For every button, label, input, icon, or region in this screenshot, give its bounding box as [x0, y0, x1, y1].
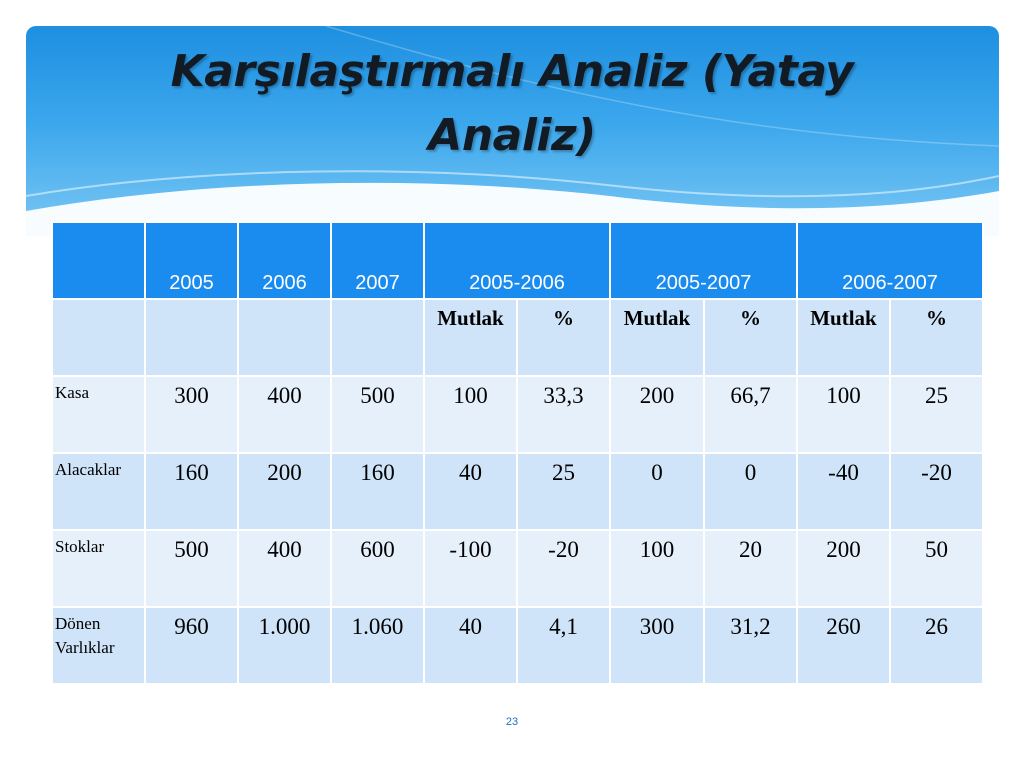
- cell-0506-percent: -20: [516, 529, 611, 608]
- subheader-empty: [237, 298, 332, 377]
- cell-2005: 300: [144, 375, 239, 454]
- cell-0607-percent: 25: [889, 375, 984, 454]
- cell-0607-mutlak: -40: [796, 452, 891, 531]
- cell-0507-mutlak: 300: [609, 606, 705, 685]
- header-2005: 2005: [144, 221, 239, 300]
- header-row: 2005 2006 2007 2005-2006 2005-2007 2006-…: [51, 221, 984, 300]
- cell-2006: 1.000: [237, 606, 332, 685]
- cell-2006: 200: [237, 452, 332, 531]
- subheader-percent: %: [516, 298, 611, 377]
- cell-0506-mutlak: 100: [423, 375, 518, 454]
- cell-0507-mutlak: 0: [609, 452, 705, 531]
- subheader-percent: %: [703, 298, 798, 377]
- cell-2005: 960: [144, 606, 239, 685]
- title-line-2: Analiz): [428, 110, 596, 161]
- cell-0607-mutlak: 200: [796, 529, 891, 608]
- cell-2007: 500: [330, 375, 425, 454]
- cell-0507-percent: 20: [703, 529, 798, 608]
- header-2006-2007: 2006-2007: [796, 221, 984, 300]
- subheader-empty: [144, 298, 239, 377]
- cell-0507-mutlak: 200: [609, 375, 705, 454]
- cell-0607-percent: -20: [889, 452, 984, 531]
- cell-0507-percent: 0: [703, 452, 798, 531]
- cell-0506-percent: 25: [516, 452, 611, 531]
- page-number: 23: [505, 716, 519, 728]
- cell-0506-percent: 33,3: [516, 375, 611, 454]
- cell-0607-percent: 50: [889, 529, 984, 608]
- cell-0506-mutlak: -100: [423, 529, 518, 608]
- cell-2005: 500: [144, 529, 239, 608]
- cell-2006: 400: [237, 375, 332, 454]
- title-line-1: Karşılaştırmalı Analiz (Yatay: [170, 46, 854, 97]
- subheader-empty: [330, 298, 425, 377]
- subheader-mutlak: Mutlak: [796, 298, 891, 377]
- cell-0607-mutlak: 100: [796, 375, 891, 454]
- cell-2005: 160: [144, 452, 239, 531]
- header-2005-2007: 2005-2007: [609, 221, 798, 300]
- row-label: Dönen Varlıklar: [51, 606, 146, 685]
- cell-0507-percent: 31,2: [703, 606, 798, 685]
- subheader-percent: %: [889, 298, 984, 377]
- subheader-empty: [51, 298, 146, 377]
- row-label: Stoklar: [51, 529, 146, 608]
- cell-0507-percent: 66,7: [703, 375, 798, 454]
- table-row-alacaklar: Alacaklar 160 200 160 40 25 0 0 -40 -20: [51, 452, 984, 531]
- horizontal-analysis-table: 2005 2006 2007 2005-2006 2005-2007 2006-…: [51, 221, 984, 685]
- cell-2007: 600: [330, 529, 425, 608]
- header-2005-2006: 2005-2006: [423, 221, 611, 300]
- header-2007: 2007: [330, 221, 425, 300]
- header-empty: [51, 221, 146, 300]
- cell-2006: 400: [237, 529, 332, 608]
- table-row-stoklar: Stoklar 500 400 600 -100 -20 100 20 200 …: [51, 529, 984, 608]
- slide-title: Karşılaştırmalı Analiz (Yatay Analiz): [0, 40, 1024, 168]
- row-label: Kasa: [51, 375, 146, 454]
- table-row-donen-varliklar: Dönen Varlıklar 960 1.000 1.060 40 4,1 3…: [51, 606, 984, 685]
- cell-0607-percent: 26: [889, 606, 984, 685]
- row-label: Alacaklar: [51, 452, 146, 531]
- cell-2007: 1.060: [330, 606, 425, 685]
- cell-0506-mutlak: 40: [423, 452, 518, 531]
- subheader-row: Mutlak % Mutlak % Mutlak %: [51, 298, 984, 377]
- cell-0607-mutlak: 260: [796, 606, 891, 685]
- cell-0506-mutlak: 40: [423, 606, 518, 685]
- table-row-kasa: Kasa 300 400 500 100 33,3 200 66,7 100 2…: [51, 375, 984, 454]
- cell-0506-percent: 4,1: [516, 606, 611, 685]
- header-2006: 2006: [237, 221, 332, 300]
- cell-0507-mutlak: 100: [609, 529, 705, 608]
- subheader-mutlak: Mutlak: [609, 298, 705, 377]
- cell-2007: 160: [330, 452, 425, 531]
- subheader-mutlak: Mutlak: [423, 298, 518, 377]
